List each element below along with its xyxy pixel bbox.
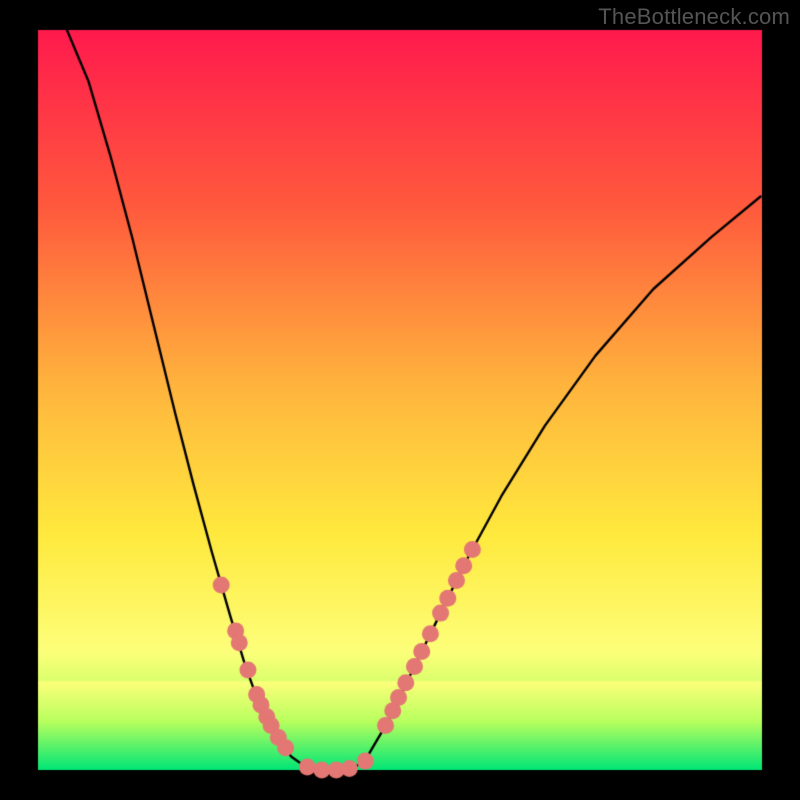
- chart-stage: TheBottleneck.com: [0, 0, 800, 800]
- bottleneck-curve-chart: [0, 0, 800, 800]
- watermark-text: TheBottleneck.com: [598, 4, 790, 30]
